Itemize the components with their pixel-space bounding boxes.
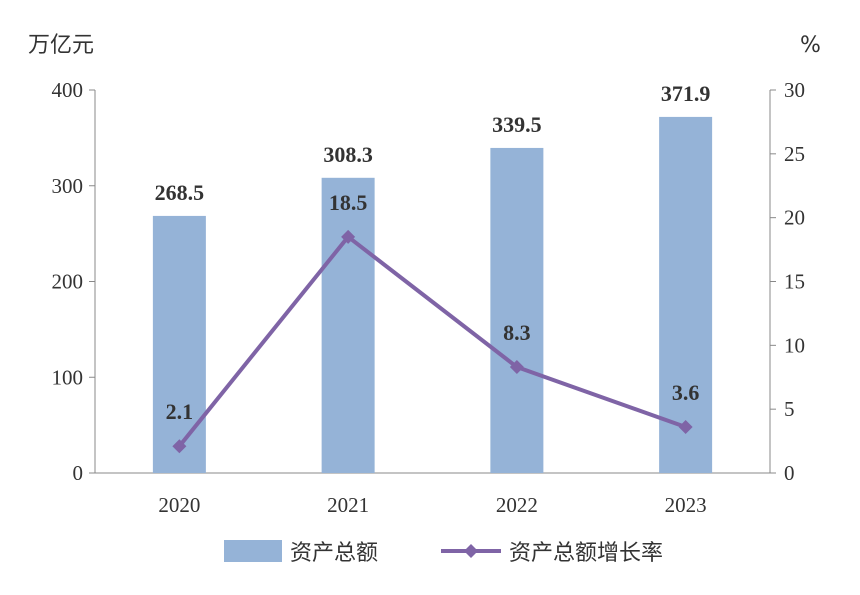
x-tick-label: 2021	[327, 493, 369, 517]
x-axis-labels: 2020 2021 2022 2023	[158, 493, 706, 517]
left-tick-label: 400	[52, 78, 84, 102]
right-axis-unit: %	[800, 33, 821, 58]
bar	[659, 116, 713, 473]
left-axis-unit: 万亿元	[28, 33, 94, 58]
bar-value-label: 339.5	[492, 112, 542, 137]
line-point	[172, 439, 187, 454]
x-tick-label: 2020	[158, 493, 200, 517]
legend: 资产总额 资产总额增长率	[224, 540, 663, 566]
bar-value-label: 308.3	[323, 142, 373, 167]
line-value-label: 3.6	[672, 380, 700, 405]
legend-bar-label: 资产总额	[290, 541, 378, 566]
left-tick-label: 300	[52, 174, 84, 198]
right-tick-label: 5	[784, 397, 795, 421]
x-tick-label: 2023	[665, 493, 707, 517]
bar-value-label: 268.5	[155, 180, 205, 205]
bar	[490, 147, 544, 473]
bar	[152, 215, 206, 473]
left-tick-label: 200	[52, 270, 84, 294]
line-point	[341, 229, 356, 244]
right-tick-label: 10	[784, 333, 805, 357]
right-axis-ticks: 0 5 10 15 20 25 30	[770, 78, 805, 485]
bar	[321, 177, 375, 474]
line-series: 2.1 18.5 8.3 3.6	[166, 190, 700, 454]
right-tick-label: 30	[784, 78, 805, 102]
line-point	[678, 420, 693, 435]
growth-line	[177, 234, 687, 448]
right-tick-label: 15	[784, 270, 805, 294]
line-value-label: 18.5	[329, 190, 368, 215]
left-tick-label: 100	[52, 365, 84, 389]
right-tick-label: 25	[784, 142, 805, 166]
right-tick-label: 20	[784, 206, 805, 230]
legend-bar-swatch	[224, 540, 282, 562]
bar-series: 268.5 308.3 339.5 371.9	[152, 81, 713, 474]
bar-value-label: 371.9	[661, 81, 711, 106]
legend-line-marker	[464, 544, 478, 558]
line-value-label: 2.1	[166, 399, 194, 424]
line-value-label: 8.3	[503, 320, 531, 345]
legend-line-label: 资产总额增长率	[509, 541, 663, 566]
left-tick-label: 0	[73, 461, 84, 485]
left-axis-ticks: 0 100 200 300 400	[52, 78, 95, 485]
right-tick-label: 0	[784, 461, 795, 485]
x-tick-label: 2022	[496, 493, 538, 517]
line-point	[509, 360, 524, 375]
